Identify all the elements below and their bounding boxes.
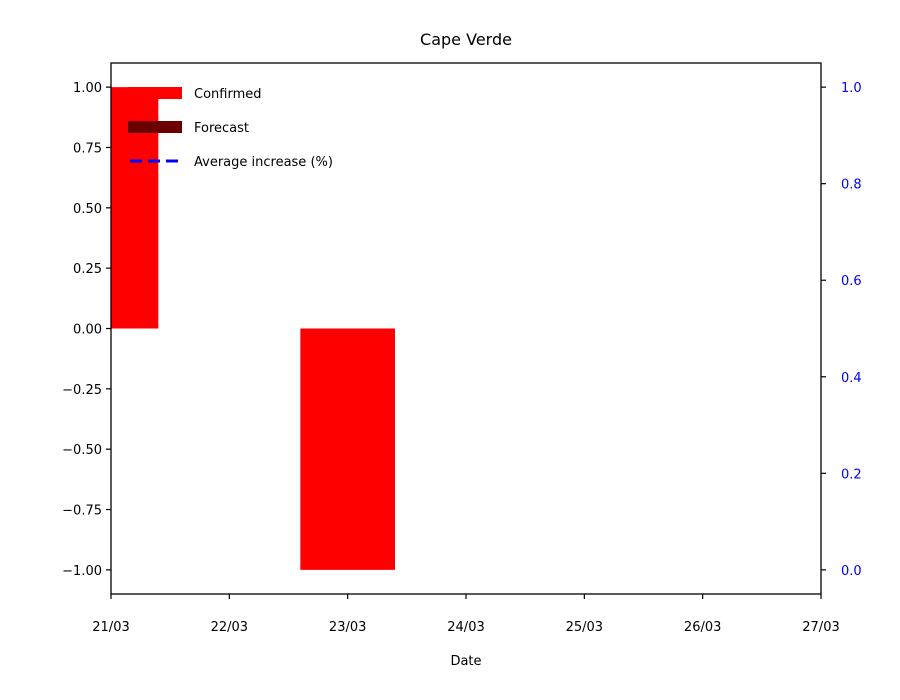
x-tick-label: 24/03 (447, 620, 484, 635)
legend-label-confirmed: Confirmed (194, 87, 262, 102)
right-tick-label: 0.4 (841, 371, 862, 386)
left-axis: 1.00 0.75 0.50 0.25 0.00 −0.25 −0.50 −0.75 −1.00 (62, 81, 111, 579)
x-tick-label: 23/03 (329, 620, 366, 635)
left-tick-label: −0.50 (62, 443, 102, 458)
right-tick-label: 0.2 (841, 467, 862, 482)
x-tick-label: 27/03 (802, 620, 839, 635)
chart-title: Cape Verde (420, 30, 512, 49)
left-tick-label: 1.00 (73, 81, 102, 96)
legend-label-forecast: Forecast (194, 121, 249, 136)
x-axis-label: Date (450, 654, 481, 669)
right-tick-label: 0.6 (841, 274, 862, 289)
right-tick-label: 0.0 (841, 564, 862, 579)
bottom-axis: 21/03 22/03 23/03 24/03 25/03 26/03 27/03 (92, 594, 840, 635)
right-tick-label: 0.8 (841, 178, 862, 193)
left-tick-label: 0.25 (73, 262, 102, 277)
left-tick-label: −1.00 (62, 564, 102, 579)
legend-swatch-forecast (128, 121, 182, 133)
right-axis: 1.0 0.8 0.6 0.4 0.2 0.0 (821, 81, 862, 579)
left-tick-label: 0.50 (73, 202, 102, 217)
left-tick-label: −0.75 (62, 504, 102, 519)
x-tick-label: 25/03 (566, 620, 603, 635)
right-tick-label: 1.0 (841, 81, 862, 96)
left-tick-label: 0.00 (73, 323, 102, 338)
x-tick-label: 21/03 (92, 620, 129, 635)
legend: Confirmed Forecast Average increase (%) (128, 87, 333, 170)
bar-confirmed-23-03 (300, 328, 395, 570)
legend-label-average-increase: Average increase (%) (194, 155, 333, 170)
x-tick-label: 26/03 (684, 620, 721, 635)
left-tick-label: −0.25 (62, 383, 102, 398)
legend-swatch-confirmed (128, 87, 182, 99)
x-tick-label: 22/03 (211, 620, 248, 635)
left-tick-label: 0.75 (73, 141, 102, 156)
